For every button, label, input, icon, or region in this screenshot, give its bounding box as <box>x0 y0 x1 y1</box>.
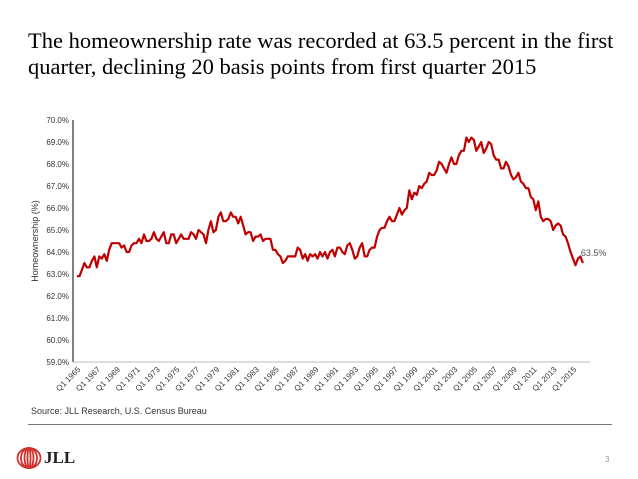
y-tick-label: 61.0% <box>46 314 69 323</box>
y-tick-label: 68.0% <box>46 160 69 169</box>
jll-logo: JLL <box>16 447 75 469</box>
y-tick-label: 70.0% <box>46 116 69 125</box>
y-axis-label: Homeownership (%) <box>30 200 40 282</box>
y-tick-label: 59.0% <box>46 358 69 367</box>
y-tick-label: 65.0% <box>46 226 69 235</box>
logo-text: JLL <box>44 448 76 467</box>
y-tick-label: 64.0% <box>46 248 69 257</box>
y-tick-label: 66.0% <box>46 204 69 213</box>
page-number: 3 <box>605 455 610 464</box>
series-line-homeownership-rate <box>77 136 584 278</box>
footer-divider <box>28 424 612 425</box>
y-tick-label: 62.0% <box>46 292 69 301</box>
slide-title: The homeownership rate was recorded at 6… <box>28 28 614 79</box>
y-tick-label: 60.0% <box>46 336 69 345</box>
y-tick-label: 69.0% <box>46 138 69 147</box>
last-value-label: 63.5% <box>581 248 607 258</box>
y-tick-label: 63.0% <box>46 270 69 279</box>
y-tick-label: 67.0% <box>46 182 69 191</box>
source-note: Source: JLL Research, U.S. Census Bureau <box>31 406 207 416</box>
jll-rings-icon <box>16 447 42 469</box>
